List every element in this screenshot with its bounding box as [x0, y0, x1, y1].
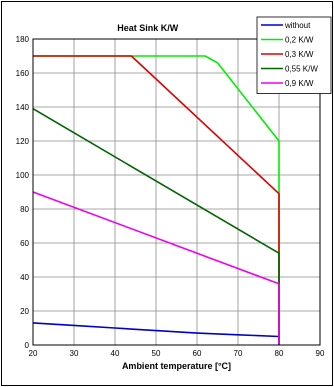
x-tick-label: 50	[152, 349, 161, 358]
series-line-0-9-k-w	[32, 191, 280, 345]
legend-label: 0,55 K/W	[285, 65, 318, 74]
y-tick-label: 40	[20, 273, 29, 282]
x-tick-label: 80	[275, 349, 284, 358]
x-tick-label: 30	[70, 349, 79, 358]
legend-label: 0,3 K/W	[285, 50, 314, 59]
y-tick-label: 140	[16, 103, 30, 112]
plot-area-frame	[32, 38, 321, 346]
y-tick-label: 20	[20, 307, 29, 316]
y-tick-label: 0	[25, 341, 30, 350]
series-line-without	[32, 322, 280, 345]
x-tick-label: 60	[193, 349, 202, 358]
y-tick-label: 100	[16, 171, 30, 180]
legend-label: 0,9 K/W	[285, 79, 314, 88]
x-tick-label: 90	[316, 349, 325, 358]
series-layer	[32, 55, 280, 345]
x-axis-label: Ambient temperature [°C]	[122, 361, 231, 371]
x-tick-label: 20	[29, 349, 38, 358]
x-tick-label: 40	[111, 349, 120, 358]
legend-label: 0,2 K/W	[285, 36, 314, 45]
x-tick-label: 70	[234, 349, 243, 358]
y-tick-label: 60	[20, 239, 29, 248]
y-tick-label: 180	[16, 35, 30, 44]
legend: without 0,2 K/W 0,3 K/W 0,55 K/W 0,9 K/W	[256, 16, 332, 94]
chart-title: Heat Sink K/W	[117, 23, 179, 33]
y-tick-label: 80	[20, 205, 29, 214]
y-tick-label: 160	[16, 69, 30, 78]
legend-label: without	[284, 21, 311, 30]
y-tick-label: 120	[16, 137, 30, 146]
legend-box	[256, 16, 332, 94]
